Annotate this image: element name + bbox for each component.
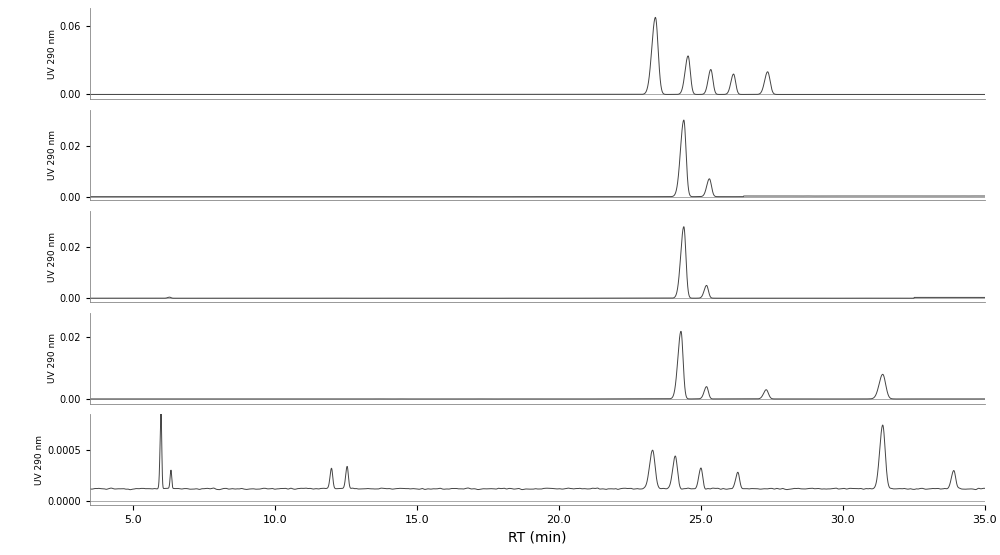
Y-axis label: UV 290 nm: UV 290 nm — [48, 333, 57, 383]
Y-axis label: UV 290 nm: UV 290 nm — [48, 29, 57, 79]
Y-axis label: UV 290 nm: UV 290 nm — [35, 435, 44, 485]
Y-axis label: UV 290 nm: UV 290 nm — [48, 231, 57, 282]
Y-axis label: UV 290 nm: UV 290 nm — [48, 130, 57, 180]
X-axis label: RT (min): RT (min) — [508, 531, 567, 544]
